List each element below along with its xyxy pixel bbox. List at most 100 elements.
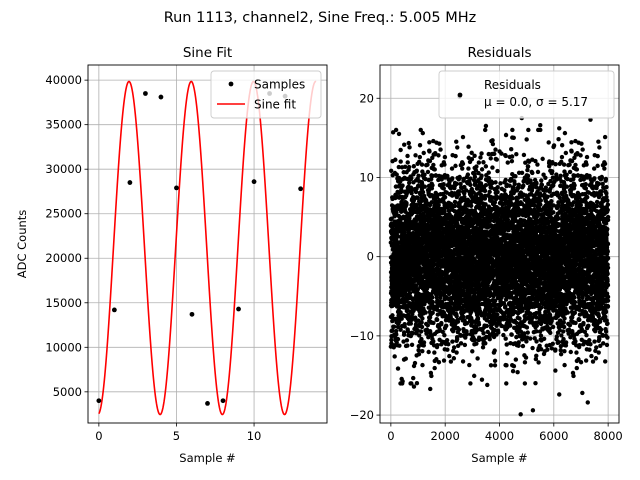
residual-point (402, 142, 407, 147)
residual-point (467, 362, 472, 368)
residual-point (414, 380, 420, 386)
residual-point (430, 183, 435, 188)
residual-point (397, 343, 402, 348)
residual-point (449, 166, 455, 171)
residual-point (427, 140, 432, 145)
residual-point (519, 170, 525, 176)
residual-point (402, 324, 407, 329)
residual-point (469, 157, 475, 162)
residual-point (422, 184, 427, 189)
residual-point (393, 157, 398, 162)
residual-point (448, 359, 454, 364)
residual-point (451, 345, 457, 350)
residual-point (432, 350, 437, 355)
residual-point (442, 162, 447, 167)
legend-sine-fit-label: Sine fit (254, 98, 296, 112)
y-tick-label: 30000 (45, 162, 82, 176)
residual-point (394, 328, 399, 334)
residual-point (409, 342, 415, 347)
residual-point (401, 339, 406, 344)
residual-point (481, 331, 486, 336)
residual-point (442, 194, 448, 200)
residual-point (481, 160, 486, 165)
residual-point (468, 381, 473, 386)
residual-point (441, 182, 446, 187)
residual-point (402, 164, 408, 170)
y-tick-label: 40000 (45, 73, 82, 87)
residual-point (472, 174, 478, 180)
residual-point (427, 149, 432, 154)
residual-point (395, 233, 400, 239)
residual-point (442, 333, 447, 338)
residual-point (420, 189, 426, 195)
residual-point (441, 186, 446, 191)
residual-point (390, 328, 395, 333)
residual-point (416, 348, 421, 353)
residual-point (509, 158, 515, 164)
residual-point (447, 353, 452, 359)
residual-point (423, 310, 428, 315)
residual-point (431, 162, 436, 168)
residual-point (454, 350, 459, 355)
residual-point (446, 342, 451, 347)
residual-point (511, 363, 517, 369)
residual-point (405, 329, 411, 334)
residual-point (483, 182, 489, 188)
residual-point (406, 164, 412, 170)
residual-point (460, 359, 466, 364)
sample-point (96, 398, 102, 404)
residual-point (454, 336, 460, 342)
residual-point (501, 332, 506, 338)
residual-point (475, 356, 480, 361)
residual-point (406, 140, 411, 146)
residual-point (404, 200, 409, 206)
residual-point (478, 155, 483, 160)
sample-point (189, 311, 195, 317)
residual-point (484, 323, 490, 329)
residual-point (490, 165, 495, 170)
residual-point (454, 139, 459, 144)
residual-point (492, 348, 497, 353)
residual-point (389, 216, 394, 221)
sine-fit-ylabel: ADC Counts (15, 210, 29, 279)
residual-point (514, 152, 519, 157)
residual-point (509, 147, 514, 152)
residual-point (493, 180, 498, 185)
residual-point (503, 304, 508, 309)
residual-point (420, 362, 425, 368)
residual-point (487, 189, 492, 195)
residual-point (441, 358, 447, 363)
residual-point (429, 373, 434, 379)
sine-fit-panel: 0 5 10500010000150002000025000300003500040… (15, 45, 328, 465)
residual-point (450, 176, 455, 181)
residual-point (396, 164, 402, 170)
residual-point (520, 343, 526, 349)
residual-point (393, 127, 399, 133)
residual-point (452, 203, 458, 209)
residual-point (488, 363, 494, 368)
residual-point (496, 330, 501, 335)
residual-point (493, 147, 498, 152)
residual-point (405, 343, 410, 348)
residual-point (435, 342, 440, 348)
residual-point (494, 157, 499, 162)
residual-point (416, 351, 422, 357)
residual-point (460, 166, 465, 171)
residual-point (421, 150, 426, 156)
y-tick-label: 15000 (45, 296, 82, 310)
residual-point (499, 151, 504, 156)
residual-point (420, 348, 425, 354)
residual-point (504, 363, 509, 368)
residual-point (418, 329, 424, 334)
residual-point (464, 331, 470, 337)
residual-point (431, 339, 436, 344)
residual-point (399, 316, 404, 321)
residual-point (404, 338, 410, 343)
residual-point (488, 156, 493, 161)
residual-point (444, 338, 450, 343)
sample-point (127, 180, 133, 185)
residual-point (505, 160, 510, 165)
sample-point (236, 306, 241, 312)
residual-point (407, 180, 412, 185)
